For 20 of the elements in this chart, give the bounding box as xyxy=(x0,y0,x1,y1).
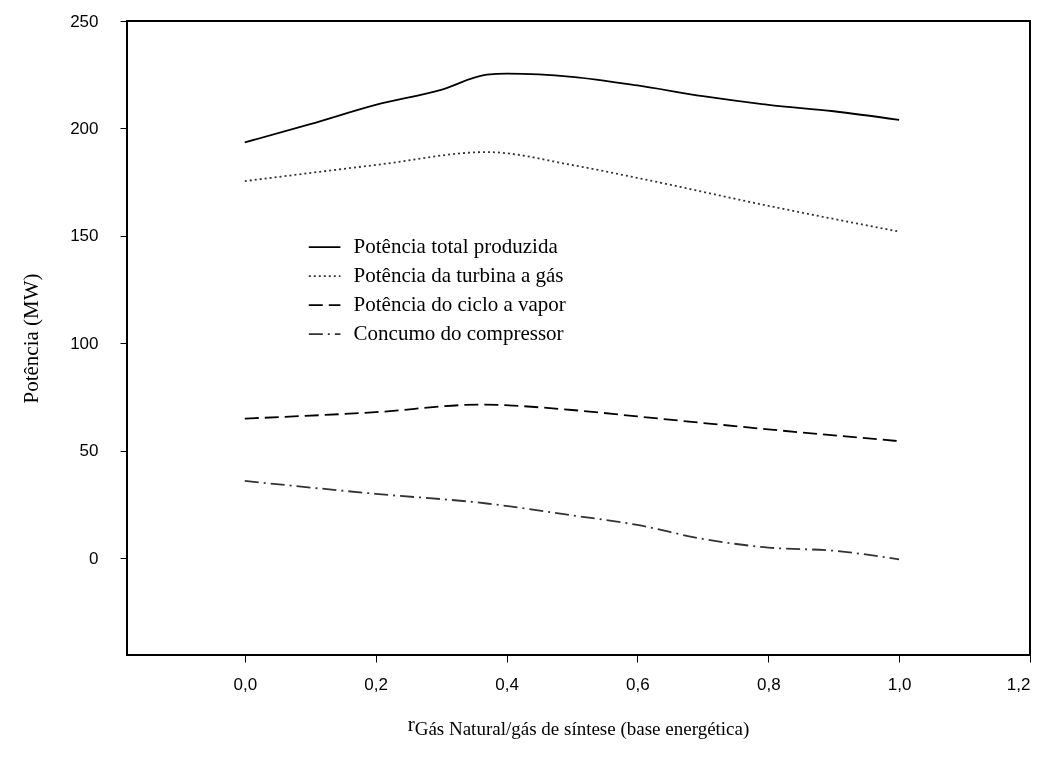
line-series xyxy=(243,480,901,561)
y-tick-label: 0 xyxy=(89,548,99,568)
legend-label: Potência da turbina a gás xyxy=(353,263,564,288)
x-tick-label: 0,4 xyxy=(495,674,519,694)
y-tick-label: 50 xyxy=(79,441,99,461)
y-tick-label: 100 xyxy=(70,333,99,353)
legend-label: Potência do ciclo a vapor xyxy=(353,292,566,317)
y-tick-label: 250 xyxy=(70,11,99,31)
legend-label: Potência total produzida xyxy=(353,234,559,259)
y-axis-title: Potência (MW) xyxy=(19,273,44,404)
x-tick-label: 0,6 xyxy=(626,674,650,694)
y-tick-label: 200 xyxy=(70,118,99,138)
x-tick-label: 0,2 xyxy=(364,674,388,694)
line-series xyxy=(243,72,901,144)
y-tick-label: 150 xyxy=(70,226,99,246)
x-tick-label: 1,2 xyxy=(1006,674,1031,694)
legend-label: Concumo do compressor xyxy=(353,321,564,346)
x-tick-label: 0,8 xyxy=(756,674,781,694)
x-tick-label: 1,0 xyxy=(887,674,912,694)
x-tick-label: 0,0 xyxy=(233,674,258,694)
